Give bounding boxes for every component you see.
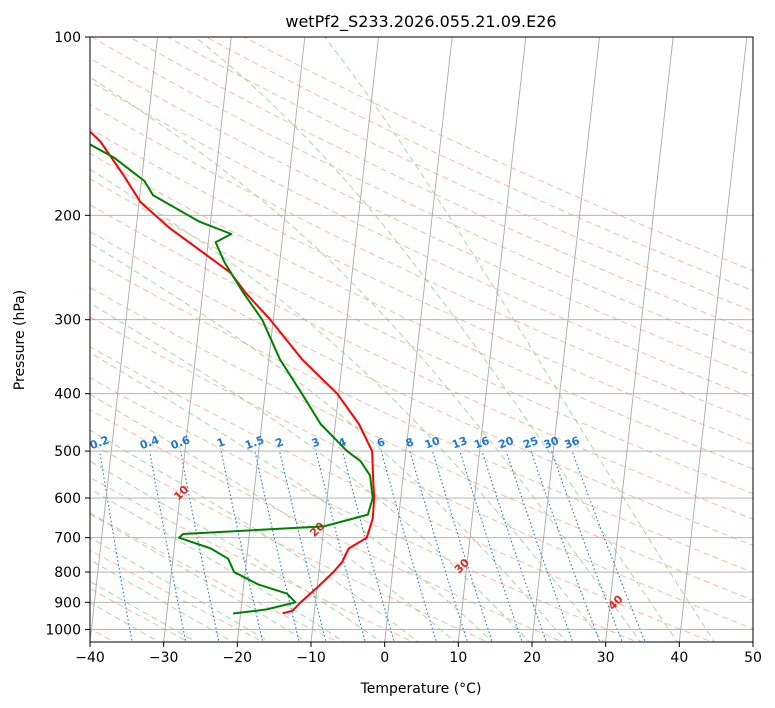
x-axis-label: Temperature (°C) (360, 681, 482, 697)
mixing-ratio-label: 8 (404, 435, 416, 450)
mixing-ratio-line (254, 450, 300, 642)
mixing-ratio-line (315, 450, 366, 642)
y-tick-label: 1000 (45, 622, 81, 638)
x-tick-label: −40 (75, 650, 105, 666)
dry-adiabat (90, 258, 753, 573)
y-tick-label: 600 (54, 491, 81, 507)
isotherm (310, 37, 379, 642)
mixing-ratio-line (481, 450, 547, 642)
dewpoint-line (90, 143, 374, 615)
y-axis: 100 200 300 400 500 600 700 800 900 1000 (45, 30, 90, 638)
isotherm (384, 37, 453, 642)
dry-adiabat (166, 37, 753, 312)
mixing-ratio-label: 25 (521, 434, 540, 451)
y-tick-label: 200 (54, 208, 81, 224)
pressure-gridlines (90, 37, 753, 630)
mixing-ratio-line (550, 450, 623, 642)
mixing-ratio-line (279, 450, 327, 642)
mixing-ratio-line (99, 451, 133, 642)
plot-area: 0.10.20.40.611.52346810131620253036-100-… (90, 37, 753, 642)
x-tick-label: −20 (223, 650, 253, 666)
y-tick-label: 800 (54, 565, 81, 581)
mixing-ratio-line (380, 450, 437, 642)
isotherm (457, 37, 527, 642)
dry-adiabat (90, 57, 753, 377)
dry-adiabat (90, 178, 753, 495)
y-tick-label: 900 (54, 595, 81, 611)
x-tick-label: 40 (670, 650, 688, 666)
temperature-line (90, 130, 376, 615)
isotherm (678, 37, 748, 642)
x-tick-label: 30 (597, 650, 615, 666)
x-tick-label: 20 (523, 650, 541, 666)
isotherm (605, 37, 674, 642)
mixing-ratio-label: 13 (450, 434, 469, 451)
mixing-ratio-label: 1.5 (243, 433, 266, 452)
dry-adiabat (90, 104, 753, 422)
y-tick-label: 300 (54, 313, 81, 329)
x-tick-label: 50 (744, 650, 762, 666)
dry-adiabat (90, 128, 753, 446)
x-axis: −40 −30 −20 −10 0 10 20 30 40 50 (75, 642, 762, 666)
mixing-ratio-lines (99, 450, 646, 642)
mixing-ratio-label: 0.6 (169, 433, 192, 452)
mixing-ratio-label: 2 (274, 435, 286, 450)
mixing-ratio-line (149, 451, 187, 642)
chart-title: wetPf2_S233.2026.055.21.09.E26 (285, 12, 556, 32)
x-tick-label: 0 (380, 650, 389, 666)
isotherm (163, 37, 232, 642)
plot-frame (89, 36, 754, 643)
dry-adiabat (90, 231, 753, 547)
isotherms (90, 37, 753, 642)
mixing-ratio-line (431, 450, 493, 642)
mixing-ratio-line (179, 450, 220, 642)
dry-adiabat (90, 204, 753, 520)
mixing-ratio-label: 36 (563, 434, 582, 452)
mixing-ratio-line (530, 450, 601, 642)
x-tick-label: −30 (149, 650, 179, 666)
isotherm (90, 37, 158, 642)
mixing-ratio-line (459, 450, 523, 642)
moist-adiabat (324, 37, 715, 642)
mixing-ratio-line (341, 450, 395, 642)
mixing-ratio-label: 20 (497, 434, 516, 452)
mixing-ratio-label: 0.4 (138, 433, 161, 452)
y-tick-label: 500 (54, 444, 81, 460)
mixing-ratio-label: 3 (310, 435, 322, 450)
mixing-ratio-line (505, 450, 574, 642)
y-tick-label: 100 (54, 30, 81, 46)
y-axis-label: Pressure (hPa) (12, 290, 28, 390)
mixing-ratio-label: 10 (423, 434, 442, 452)
mixing-ratio-line (571, 450, 646, 642)
y-tick-label: 700 (54, 531, 81, 547)
sounding-series (90, 130, 376, 615)
isotherm (531, 37, 600, 642)
mixing-ratio-label: 1 (215, 435, 227, 450)
x-tick-label: −10 (296, 650, 326, 666)
isotherm (236, 37, 306, 642)
mixing-ratio-label: 6 (375, 435, 387, 450)
y-tick-label: 400 (54, 387, 81, 403)
mixing-ratio-label: 16 (472, 434, 491, 452)
dry-adiabat (90, 286, 753, 601)
mixing-ratio-label: 4 (336, 435, 348, 450)
x-tick-label: 10 (449, 650, 467, 666)
mixing-ratio-label: 30 (542, 434, 561, 452)
